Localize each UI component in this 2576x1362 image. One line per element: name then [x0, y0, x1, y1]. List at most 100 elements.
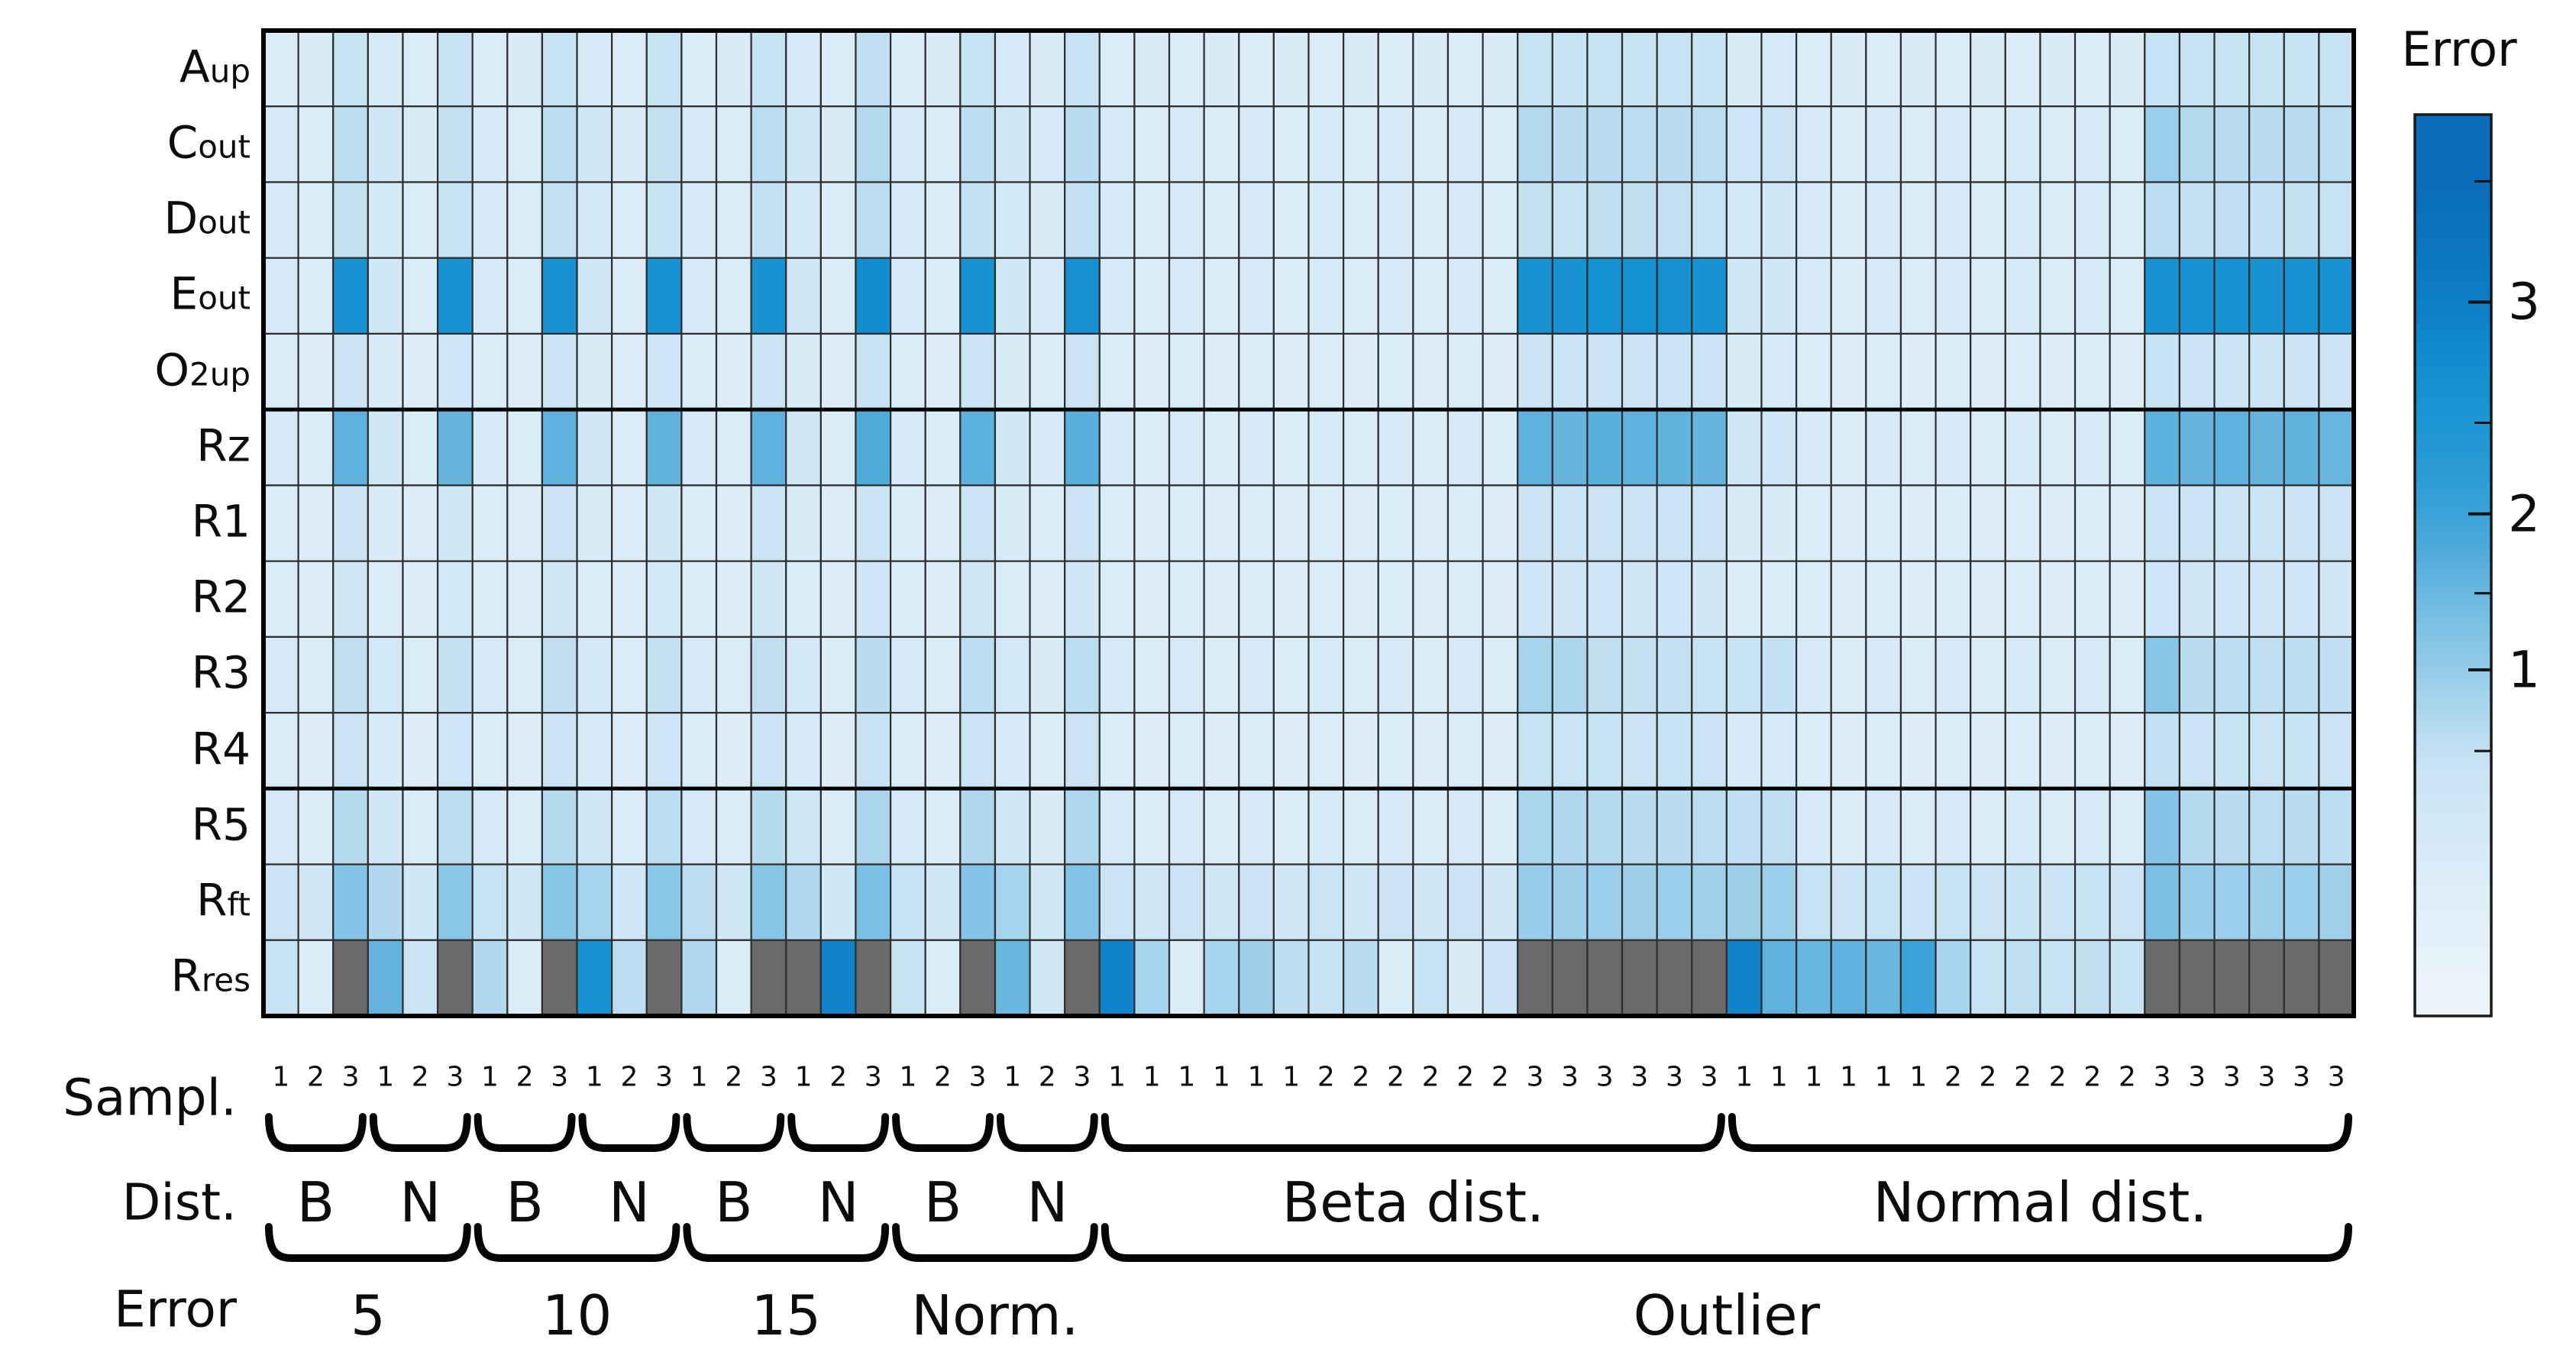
heatmap-cell: [924, 636, 962, 714]
dist-group-label: Beta dist.: [1282, 1170, 1544, 1234]
sample-number: 3: [1631, 1061, 1649, 1093]
heatmap-cell: [1307, 181, 1345, 259]
sample-number: 1: [272, 1061, 290, 1093]
heatmap-cell: [889, 939, 926, 1017]
heatmap-cell: [2178, 484, 2216, 562]
row-label: R1: [0, 495, 250, 547]
heatmap-cell: [750, 636, 787, 714]
heatmap-cell: [1691, 484, 1728, 562]
heatmap-cell: [436, 788, 474, 865]
heatmap-cell: [2318, 711, 2355, 790]
heatmap-cell: [576, 29, 613, 108]
heatmap-cell: [2144, 863, 2181, 941]
heatmap-cell: [1307, 105, 1345, 183]
heatmap-cell: [680, 332, 718, 411]
heatmap-cell: [924, 560, 962, 638]
heatmap-cell: [2144, 332, 2181, 411]
heatmap-cell: [1272, 939, 1310, 1017]
heatmap-cell: [2283, 105, 2320, 183]
heatmap-cell: [1168, 181, 1205, 259]
heatmap-cell: [750, 181, 787, 259]
heatmap-cell: [297, 181, 335, 259]
heatmap-cell: [680, 636, 718, 714]
heatmap-cell: [2318, 105, 2355, 183]
heatmap-cell: [1725, 560, 1763, 638]
heatmap-cell: [1830, 181, 1867, 259]
heatmap-cell: [1343, 332, 1379, 411]
heatmap-cell: [1029, 863, 1066, 941]
heatmap-cell: [715, 863, 752, 941]
heatmap-cell: [1970, 636, 2006, 714]
heatmap-cell: [2248, 560, 2285, 638]
heatmap-cell: [1482, 939, 1519, 1017]
heatmap-cell: [2248, 863, 2285, 941]
heatmap-cell: [1412, 257, 1450, 335]
colorbar-tick-label: 1: [2508, 640, 2540, 700]
heatmap-cell: [1377, 636, 1414, 714]
heatmap-cell: [1412, 863, 1450, 941]
heatmap-cell: [2248, 409, 2285, 487]
colorbar-title: Error: [2401, 21, 2517, 77]
heatmap-cell: [959, 788, 997, 865]
heatmap-cell: [715, 257, 752, 335]
heatmap-cell: [2178, 711, 2216, 790]
heatmap-cell: [1098, 863, 1136, 941]
heatmap-cell: [611, 560, 648, 638]
heatmap-cell: [1029, 711, 1066, 790]
heatmap-cell: [1795, 332, 1832, 411]
heatmap-cell: [1691, 636, 1728, 714]
heatmap-cell: [1551, 29, 1589, 108]
heatmap-cell: [2109, 484, 2146, 562]
heatmap-cell: [2178, 409, 2216, 487]
dist-group-label: B: [506, 1170, 544, 1234]
heatmap-cell: [611, 332, 648, 411]
heatmap-cell: [436, 181, 474, 259]
heatmap-cell: [1586, 181, 1624, 259]
heatmap-cell: [1899, 636, 1937, 714]
sample-number: 1: [377, 1061, 395, 1093]
heatmap-cell: [855, 105, 892, 183]
heatmap-cell: [1830, 560, 1867, 638]
heatmap-cell: [2004, 711, 2041, 790]
sample-number: 3: [341, 1061, 360, 1093]
heatmap-cell: [2213, 29, 2251, 108]
heatmap-cell: [1970, 939, 2006, 1017]
heatmap-cell: [645, 181, 683, 259]
heatmap-cell: [680, 105, 718, 183]
heatmap-cell: [1133, 484, 1171, 562]
heatmap-cell: [1760, 29, 1798, 108]
heatmap-cell: [1656, 863, 1693, 941]
heatmap-cell: [436, 484, 474, 562]
heatmap-cell: [959, 484, 997, 562]
heatmap-cell: [471, 105, 509, 183]
sample-number: 3: [446, 1061, 464, 1093]
heatmap-cell: [2109, 711, 2146, 790]
heatmap-cell: [1343, 105, 1379, 183]
heatmap-cell: [2283, 636, 2320, 714]
heatmap-cell: [994, 105, 1031, 183]
heatmap-cell: [994, 560, 1031, 638]
heatmap-cell: [402, 181, 439, 259]
heatmap-cell: [1656, 939, 1693, 1017]
heatmap-cell: [994, 181, 1031, 259]
heatmap-cell: [924, 332, 962, 411]
heatmap-cell: [1865, 257, 1902, 335]
heatmap-cell: [1899, 788, 1937, 865]
heatmap-cell: [1377, 560, 1414, 638]
heatmap-cell: [1970, 484, 2006, 562]
heatmap-cell: [1934, 181, 1972, 259]
heatmap-cell: [645, 711, 683, 790]
row-label-suffix: out: [198, 203, 250, 241]
heatmap-cell: [1343, 484, 1379, 562]
heatmap-cell: [1656, 636, 1693, 714]
heatmap-cell: [1656, 409, 1693, 487]
heatmap-cell: [1551, 257, 1589, 335]
heatmap-cell: [1482, 560, 1519, 638]
heatmap-cell: [367, 636, 404, 714]
heatmap-cell: [1586, 29, 1624, 108]
row-label: R4: [0, 723, 250, 775]
heatmap-cell: [471, 181, 509, 259]
heatmap-cell: [1446, 181, 1484, 259]
group-bracket: [787, 1113, 890, 1152]
heatmap-cell: [2039, 257, 2077, 335]
